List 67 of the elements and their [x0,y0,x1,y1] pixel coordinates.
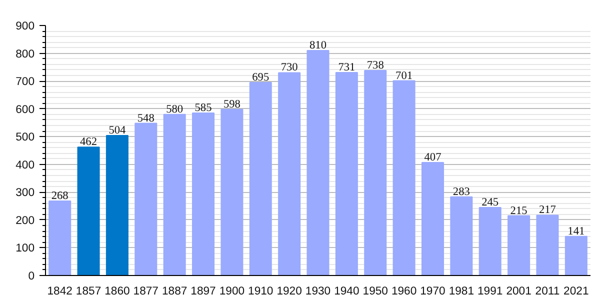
y-tick-label: 400 [16,159,35,172]
data-label: 268 [51,190,69,202]
x-tick-label: 1960 [391,286,417,298]
x-tick-label: 1887 [162,286,188,298]
x-tick-label: 1991 [478,286,503,298]
data-label: 580 [166,103,184,116]
x-tick-label: 1940 [334,286,360,298]
bar [106,135,128,276]
x-tick-label: 1897 [190,286,216,298]
y-tick-label: 0 [28,270,35,282]
data-label: 407 [424,151,442,164]
bar [220,108,244,276]
x-tick-label: 1900 [219,286,245,298]
bar [335,72,358,276]
x-tick-label: 1970 [420,286,446,298]
y-tick-label: 200 [16,214,35,227]
data-label: 245 [482,196,499,208]
x-tick-label: 1920 [276,286,302,298]
x-tick-label: 2011 [535,286,560,298]
data-label: 141 [568,225,585,238]
x-tick-label: 1950 [362,286,388,298]
bar [163,114,186,276]
x-tick-label: 1910 [248,286,274,298]
y-tick-label: 100 [16,242,35,255]
data-label: 215 [510,204,528,217]
y-tick-label: 500 [16,132,35,144]
y-tick-label: 700 [16,76,35,88]
x-tick-label: 1981 [448,286,474,298]
data-label: 701 [396,70,413,82]
bar [306,50,330,276]
x-tick-label: 1930 [305,286,331,298]
x-tick-label: 2001 [506,286,532,298]
bar [278,72,301,276]
data-label: 462 [80,136,98,148]
bar [564,236,588,276]
data-label: 731 [338,61,356,74]
data-label: 695 [252,71,270,84]
data-label: 548 [137,112,155,124]
y-tick-label: 300 [16,187,35,200]
data-label: 598 [223,98,241,110]
x-tick-label: 1842 [47,286,72,298]
x-tick-label: 1860 [104,286,130,298]
x-tick-label: 1857 [76,286,102,298]
bar [77,146,100,276]
data-label: 730 [280,62,298,74]
data-label: 810 [310,40,327,52]
data-label: 283 [452,186,470,198]
data-label: 217 [538,204,556,216]
data-label: 504 [108,124,126,136]
y-tick-label: 600 [16,104,35,116]
bar [192,112,215,276]
bar [421,162,444,276]
bar [536,214,559,276]
bar [478,206,502,276]
y-tick-label: 800 [16,48,35,60]
y-tick-label: 900 [16,20,35,32]
bar [450,196,473,276]
data-label: 585 [194,102,212,114]
x-tick-label: 1877 [133,286,158,298]
bar [48,200,72,276]
data-label: 738 [366,60,384,72]
bar [364,70,387,276]
bar [134,122,158,276]
bar [249,82,272,276]
bar [392,80,416,276]
bar [508,215,530,276]
x-tick-label: 2021 [564,286,589,298]
